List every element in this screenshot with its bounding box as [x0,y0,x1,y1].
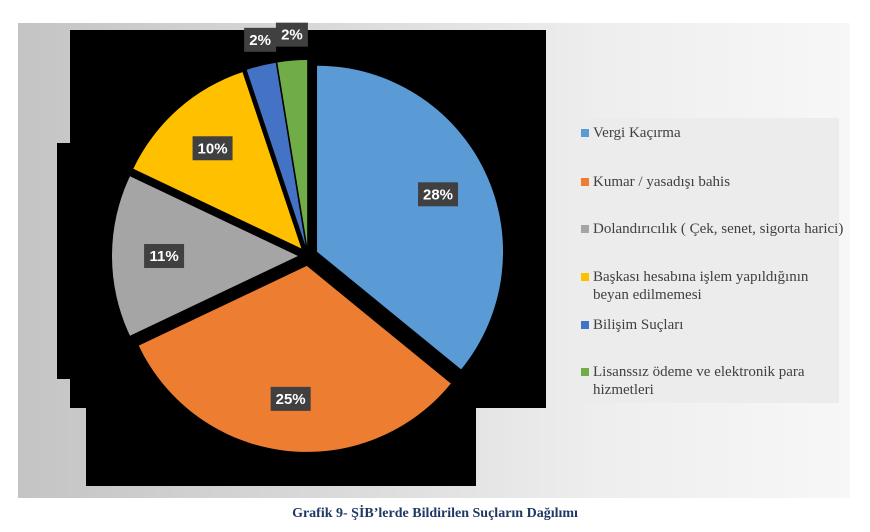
data-label-box [418,182,459,207]
legend-swatch [581,368,589,376]
data-label-text: 28% [423,186,453,203]
legend-item-lisanssiz: Lisanssız ödeme ve elektronik para hizme… [581,363,845,399]
legend-label: Vergi Kaçırma [593,125,681,141]
chart-caption: Grafik 9- ŞİB’lerde Bildirilen Suçların … [292,506,578,521]
pie-slice-bilisim [246,62,306,247]
pie-slice-baskasi-hesabina [133,72,302,249]
legend-label: Başkası hesabına işlem yapıldığının beya… [593,269,809,303]
data-label-vergi-kacirma: 28% [418,182,459,207]
data-label-text: 11% [149,248,178,265]
legend-item-dolandiricilik: Dolandırıcılık ( Çek, senet, sigorta har… [581,220,845,238]
legend-label: Kumar / yasadışı bahis [593,174,731,190]
data-label-box [144,244,185,268]
data-label-text: 2% [249,32,271,49]
data-label-baskasi-hesabina: 10% [192,136,233,161]
legend-swatch [581,178,589,186]
data-label-box [275,22,308,47]
legend-item-bilisim: Bilişim Suçları [581,316,845,334]
legend-swatch [581,321,589,329]
legend-label: Dolandırıcılık ( Çek, senet, sigorta har… [593,221,844,237]
data-label-text: 2% [281,27,303,44]
pie-slice-layer [112,60,504,452]
pie-label-layer: 28% 25% 11% 10% 2% 2% [144,22,459,411]
data-label-box [270,386,311,411]
pie-slice-kumar [138,265,451,452]
data-label-box [244,27,277,52]
pie-slice-dolandiricilik [112,176,299,336]
data-label-dolandiricilik: 11% [144,244,185,268]
legend-swatch [581,225,589,233]
legend-item-baskasi-hesabina: Başkası hesabına işlem yapıldığının beya… [581,268,845,304]
legend-swatch [581,273,589,281]
data-label-bilisim: 2% [244,27,277,52]
legend-item-vergi-kacirma: Vergi Kaçırma [581,124,845,142]
legend-label: Bilişim Suçları [593,317,684,333]
data-label-kumar: 25% [270,386,311,411]
legend: Vergi Kaçırma Kumar / yasadışı bahis Dol… [573,118,843,403]
legend-label: Lisanssız ödeme ve elektronik para hizme… [593,364,805,398]
pie-slice-lisanssiz [277,60,308,247]
data-label-lisanssiz: 2% [275,22,308,47]
legend-swatch [581,129,589,137]
data-label-text: 25% [276,391,306,408]
legend-item-kumar: Kumar / yasadışı bahis [581,173,845,191]
data-label-box [192,136,233,161]
pie-slice-vergi-kacirma [317,65,504,370]
data-label-text: 10% [198,140,228,157]
